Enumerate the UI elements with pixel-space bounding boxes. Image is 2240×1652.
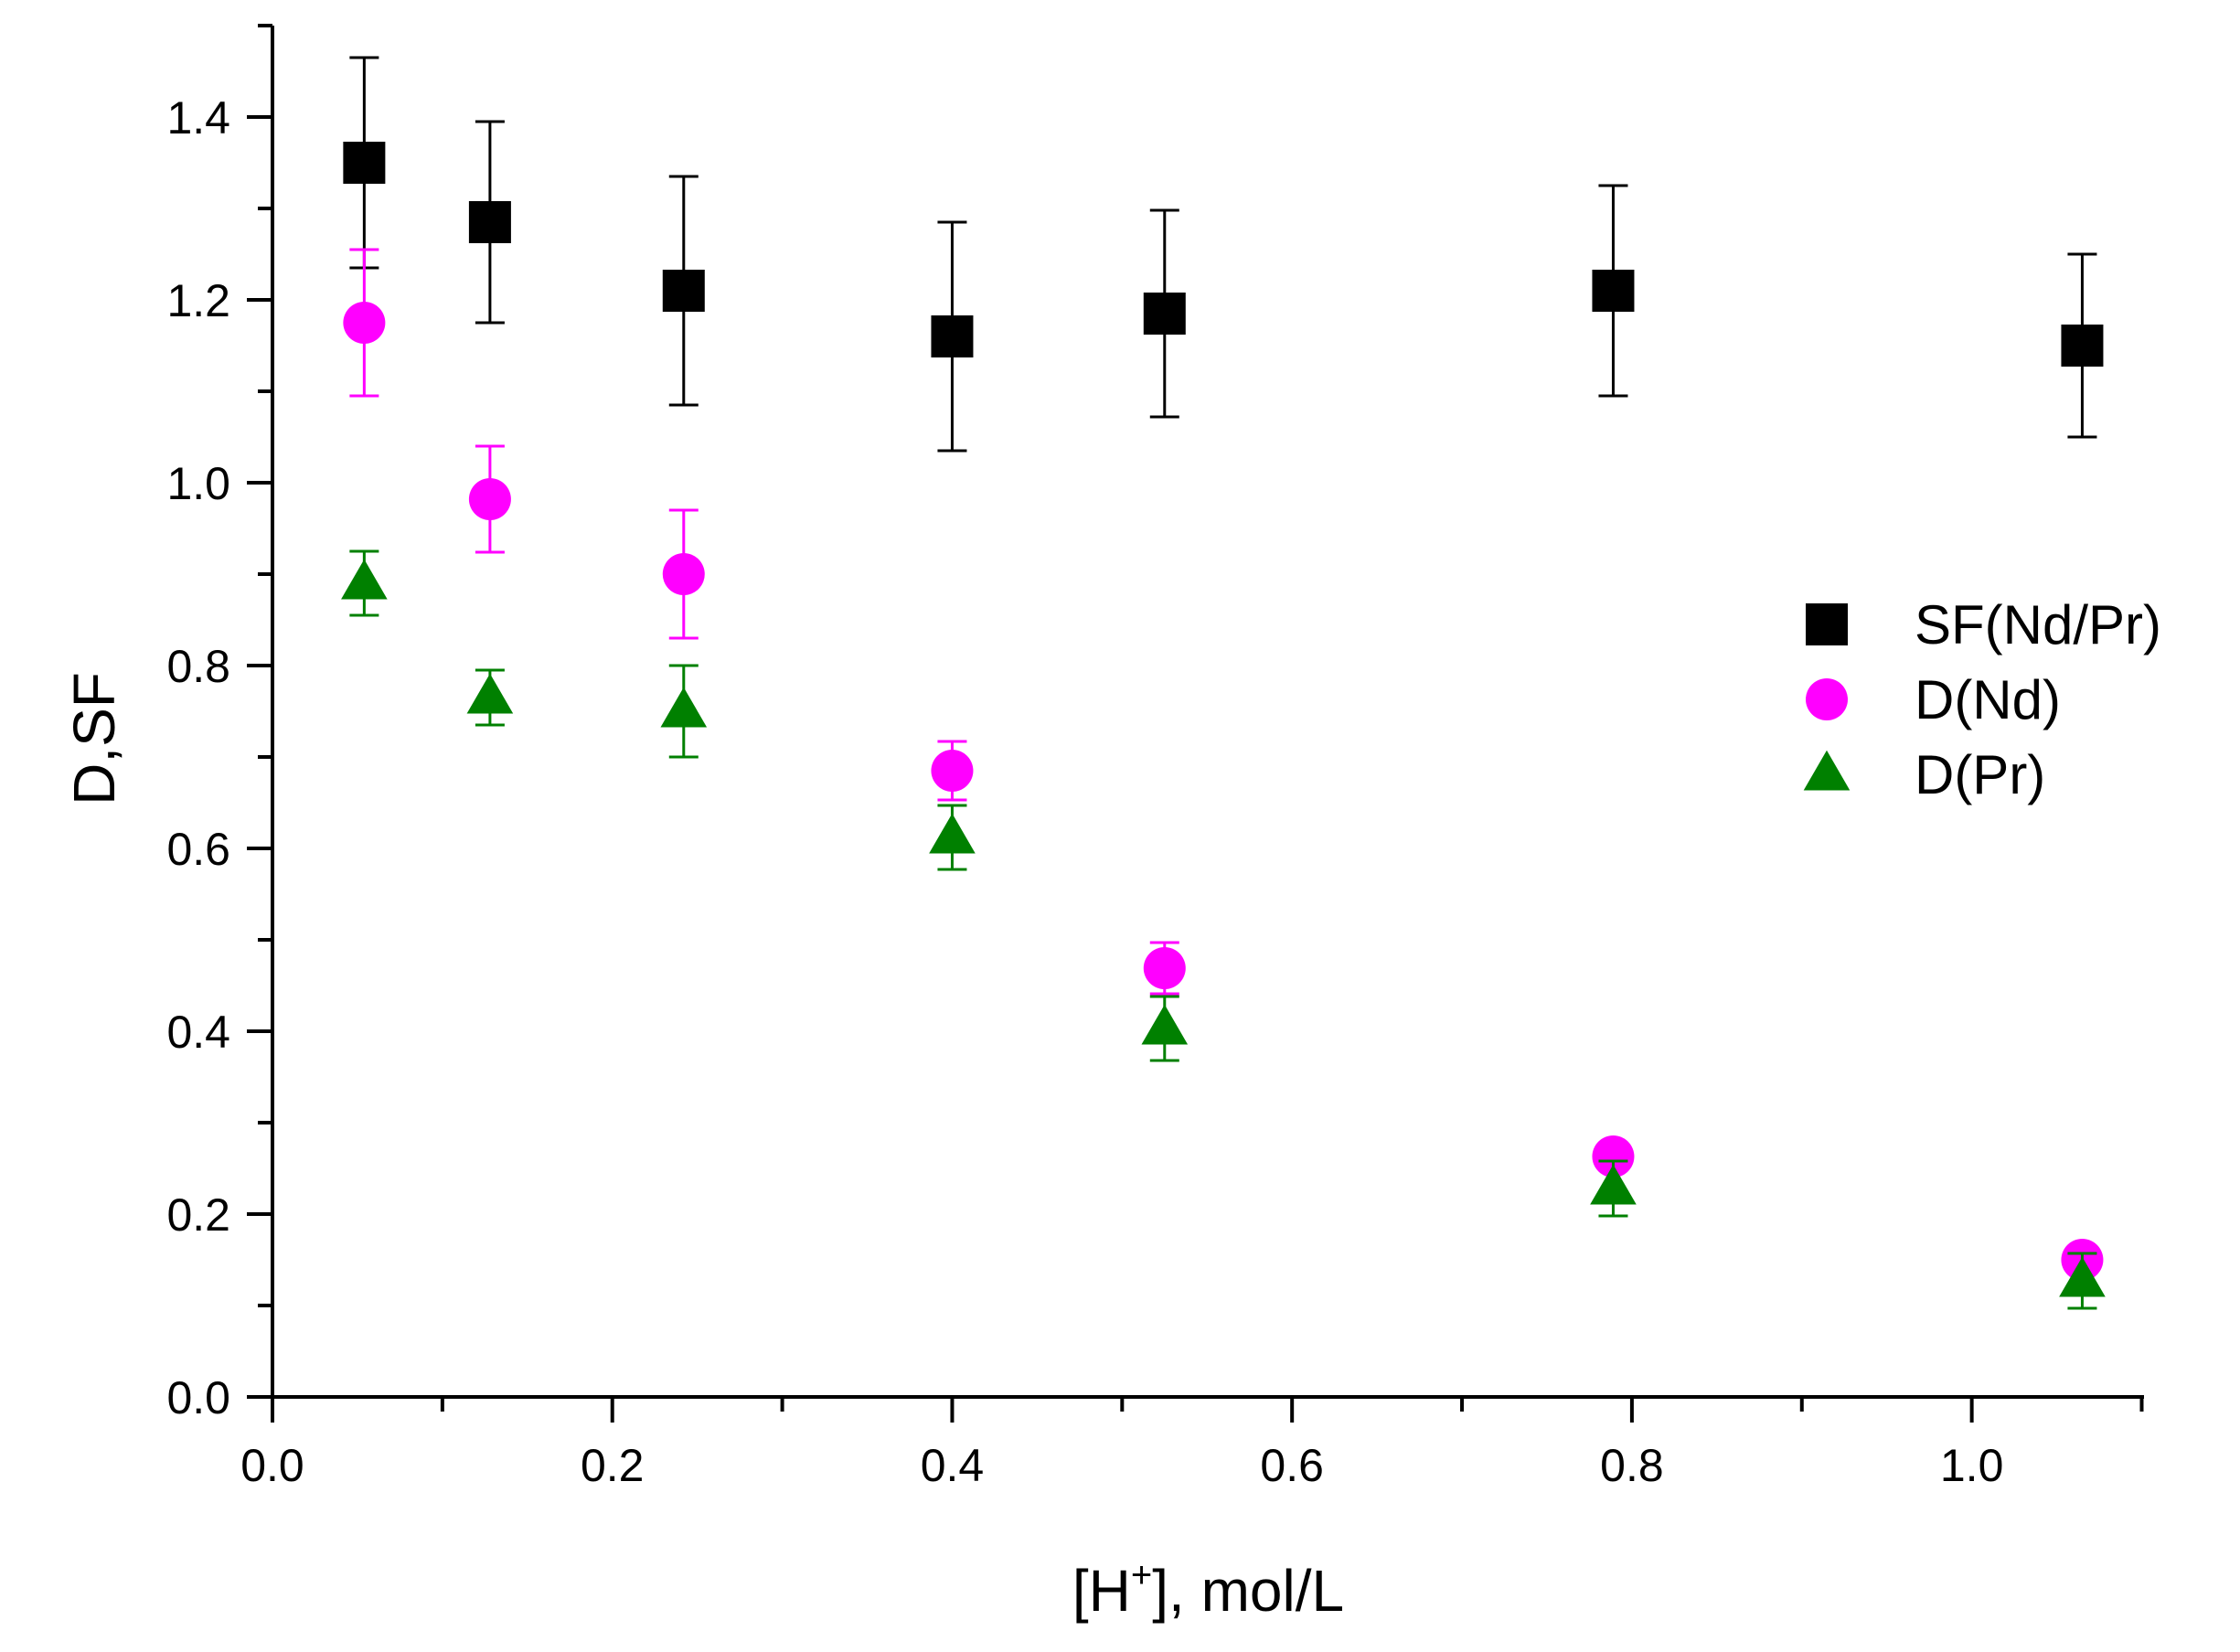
data-point bbox=[931, 750, 974, 792]
x-tick-label: 0.0 bbox=[240, 1440, 304, 1491]
x-axis-title-sup: + bbox=[1131, 1555, 1152, 1595]
x-tick-label: 0.4 bbox=[921, 1440, 985, 1491]
plot-area bbox=[341, 56, 2106, 1310]
data-point bbox=[662, 553, 705, 595]
data-point bbox=[343, 302, 386, 344]
series-sf-nd-pr- bbox=[343, 56, 2104, 453]
data-point bbox=[468, 201, 511, 243]
data-point bbox=[1592, 270, 1635, 312]
y-tick-label: 1.2 bbox=[166, 275, 230, 326]
data-point bbox=[2059, 1256, 2106, 1297]
series-d-nd- bbox=[343, 248, 2104, 1281]
y-tick-label: 0.0 bbox=[166, 1372, 230, 1423]
y-axis-title: D,SF bbox=[61, 672, 127, 805]
x-axis-title: [H+], mol/L bbox=[1072, 1555, 1344, 1624]
y-tick-label: 0.8 bbox=[166, 641, 230, 692]
data-point bbox=[341, 559, 388, 600]
y-tick-label: 1.0 bbox=[166, 458, 230, 509]
axes bbox=[271, 26, 2144, 1399]
ticks: 0.0 0.2 0.4 0.6 0.8 1.0 0.0 0.2 0.4 0.6 0.8 1.0 1.2 1… bbox=[166, 24, 2144, 1491]
data-point bbox=[1143, 293, 1186, 335]
data-point bbox=[1143, 947, 1186, 989]
data-point bbox=[468, 478, 511, 520]
data-point bbox=[1141, 1004, 1189, 1045]
legend-item: D(Pr) bbox=[1803, 744, 2045, 805]
legend-label: SF(Nd/Pr) bbox=[1915, 594, 2161, 655]
y-tick-label: 0.6 bbox=[166, 824, 230, 875]
series-d-pr- bbox=[341, 549, 2106, 1310]
x-axis-title-suffix: ], mol/L bbox=[1152, 1558, 1344, 1624]
legend-marker bbox=[1803, 750, 1851, 791]
x-tick-label: 0.6 bbox=[1260, 1440, 1324, 1491]
data-point bbox=[931, 315, 974, 357]
y-tick-label: 0.2 bbox=[166, 1189, 230, 1241]
x-tick-label: 1.0 bbox=[1940, 1440, 2004, 1491]
y-tick-label: 1.4 bbox=[166, 92, 230, 144]
y-tick-label: 0.4 bbox=[166, 1007, 230, 1058]
x-tick-label: 0.2 bbox=[581, 1440, 645, 1491]
data-point bbox=[1590, 1164, 1637, 1205]
data-point bbox=[929, 813, 976, 854]
data-point bbox=[466, 673, 514, 714]
data-point bbox=[343, 142, 386, 184]
x-axis-title-prefix: [H bbox=[1072, 1558, 1131, 1624]
data-point bbox=[660, 687, 708, 728]
data-point bbox=[1592, 1135, 1635, 1178]
legend-marker bbox=[1806, 603, 1848, 645]
legend-label: D(Pr) bbox=[1915, 744, 2045, 805]
legend-item: SF(Nd/Pr) bbox=[1806, 594, 2161, 655]
legend-marker bbox=[1806, 678, 1848, 720]
legend: SF(Nd/Pr) D(Nd) D(Pr) bbox=[1803, 594, 2161, 805]
legend-label: D(Nd) bbox=[1915, 669, 2061, 730]
legend-item: D(Nd) bbox=[1806, 669, 2061, 730]
data-point bbox=[662, 270, 705, 312]
x-tick-label: 0.8 bbox=[1600, 1440, 1664, 1491]
data-point bbox=[2061, 325, 2104, 367]
